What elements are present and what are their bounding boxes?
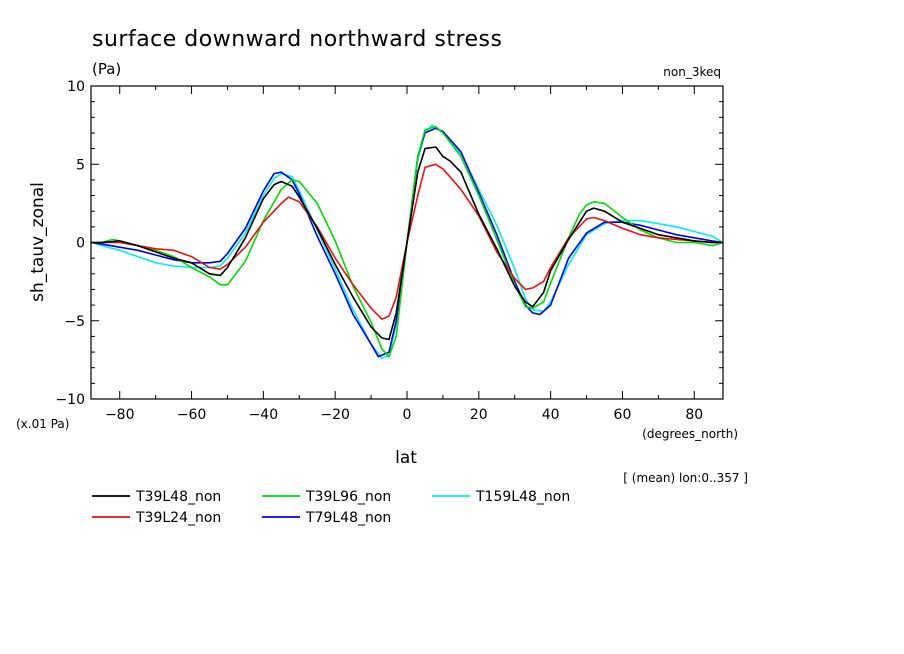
legend-label: T39L48_non	[135, 489, 221, 505]
y-axis-label: sh_tauv_zonal	[28, 182, 48, 302]
legend: T39L48_non T39L24_non T39L96_non T79L48_non…	[92, 489, 570, 526]
series-line-t39l24-non	[91, 163, 723, 321]
x-tick-label: −60	[177, 407, 207, 423]
axes: −80 −60 −40 −20 0 20 40 60 80 −10 −5 0 5 10	[55, 79, 724, 423]
y-tick-label: 0	[76, 236, 85, 252]
plot-lines	[90, 124, 724, 360]
x-tick-label: −20	[320, 407, 350, 423]
x-tick-label: 80	[685, 407, 703, 423]
legend-label: T159L48_non	[475, 489, 570, 505]
y-tick-label: 5	[76, 157, 85, 173]
x-tick-label: 20	[470, 407, 488, 423]
y-axis-label-group: sh_tauv_zonal	[28, 182, 48, 302]
legend-label: T39L96_non	[305, 489, 391, 505]
y-tick-label: −10	[55, 392, 85, 408]
x-axis-label: lat	[395, 448, 417, 468]
x-tick-label: 40	[542, 407, 560, 423]
y-scale-note: (x.01 Pa)	[16, 417, 69, 431]
units-label: (Pa)	[92, 60, 121, 78]
series-line-t39l96-non	[91, 125, 724, 358]
legend-label: T79L48_non	[305, 510, 391, 526]
chart-title: surface downward northward stress	[92, 27, 502, 52]
x-tick-label: 0	[403, 407, 412, 423]
legend-label: T39L24_non	[135, 510, 221, 526]
x-tick-label: −40	[249, 407, 279, 423]
info-note: [ (mean) lon:0..357 ]	[623, 471, 748, 485]
y-tick-label: 10	[67, 79, 85, 95]
x-tick-label: −80	[105, 407, 135, 423]
x-tick-label: 60	[614, 407, 632, 423]
series-line-t39l48-non	[91, 146, 723, 341]
x-units-label: (degrees_north)	[642, 427, 738, 441]
y-tick-label: −5	[64, 314, 85, 330]
experiment-label: non_3keq	[663, 65, 721, 79]
